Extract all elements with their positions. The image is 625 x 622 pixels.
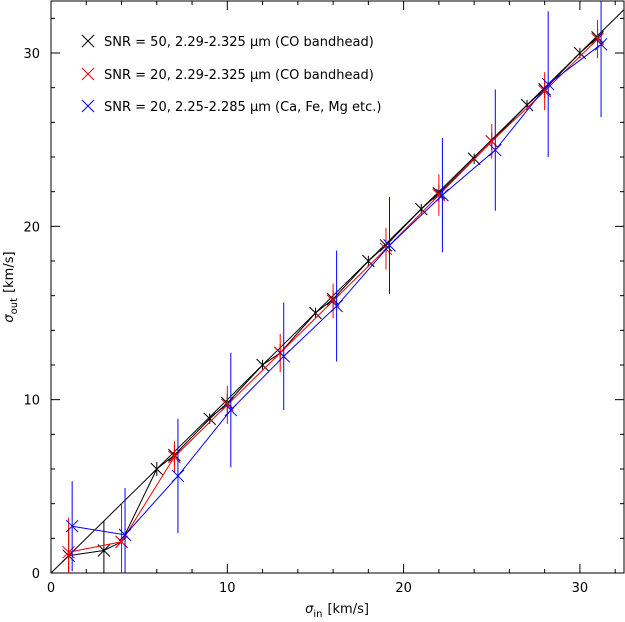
series-3 (65, 1, 608, 573)
y-tick-label: 20 (23, 220, 40, 235)
legend-marker (81, 34, 95, 48)
y-tick-label: 0 (32, 567, 40, 582)
x-axis-unit: [km/s] (327, 602, 369, 617)
x-axis-symbol: σ (305, 602, 314, 617)
legend-marker (81, 67, 95, 81)
data-point-marker (541, 77, 555, 91)
y-axis-label: σout [km/s] (2, 251, 20, 322)
y-axis-symbol: σ (2, 314, 17, 323)
legend-label: SNR = 20, 2.29-2.325 μm (CO bandhead) (104, 68, 374, 83)
series-layer (62, 1, 608, 573)
data-point-marker (330, 299, 343, 313)
y-tick-label: 10 (23, 394, 40, 409)
y-axis-subscript: out (9, 298, 20, 314)
data-point-marker (383, 239, 396, 252)
data-point-marker (488, 143, 502, 157)
data-point-marker (414, 202, 428, 216)
legend-label: SNR = 50, 2.29-2.325 μm (CO bandhead) (104, 35, 374, 50)
data-point-marker (520, 98, 534, 112)
data-point-marker (277, 349, 291, 363)
data-point-marker (309, 306, 322, 320)
data-point-marker (65, 519, 79, 533)
x-tick-label: 20 (395, 581, 412, 596)
data-point-marker (594, 37, 608, 51)
data-point-marker (224, 403, 238, 417)
tick-labels: 0 10 20 30 0 10 20 30 (23, 47, 588, 596)
legend: SNR = 50, 2.29-2.325 μm (CO bandhead) SNR… (81, 34, 381, 115)
data-point-marker (118, 528, 132, 542)
x-tick-label: 0 (47, 581, 55, 596)
plot-frame (50, 0, 625, 574)
y-axis-unit: [km/s] (2, 251, 17, 293)
data-point-marker (436, 188, 449, 202)
x-axis-subscript: in (313, 609, 322, 620)
x-tick-label: 10 (219, 581, 236, 596)
legend-marker (81, 99, 95, 113)
one-to-one-line (50, 9, 625, 574)
axis-ticks (50, 1, 624, 574)
y-tick-label: 30 (23, 47, 40, 62)
legend-label: SNR = 20, 2.25-2.285 μm (Ca, Fe, Mg etc.… (104, 100, 381, 115)
x-axis-label: σin [km/s] (305, 602, 369, 620)
data-point-marker (171, 469, 185, 483)
x-tick-label: 30 (572, 581, 589, 596)
data-point-marker (150, 462, 164, 476)
data-point-marker (256, 358, 269, 372)
data-point-marker (203, 412, 217, 426)
